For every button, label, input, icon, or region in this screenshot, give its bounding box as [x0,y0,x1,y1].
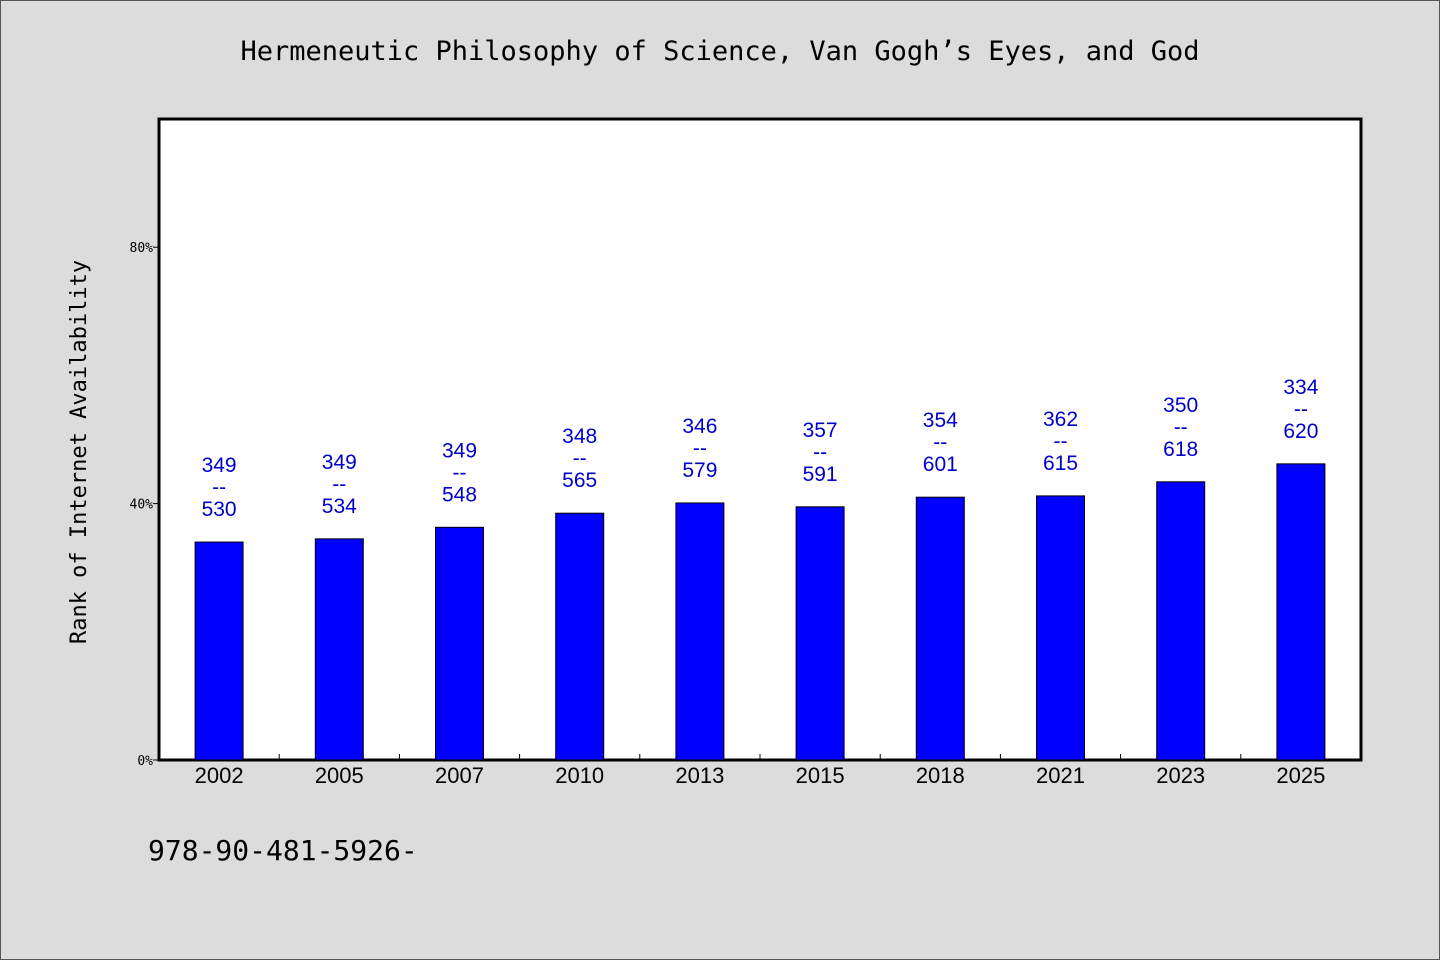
bar-2002 [194,541,244,761]
bar-label-2010-line-2: -- [573,447,587,470]
bar-label-2005-line-2: -- [332,473,346,496]
x-tick-label-2025: 2025 [1276,763,1325,788]
bar-label-2002-line-2: -- [212,476,226,499]
bars-group [194,463,1326,761]
bar-2005 [314,538,364,761]
bar-label-2005-line-1: 349 [322,451,357,474]
bar-label-2025-line-1: 334 [1283,376,1318,399]
bar-label-2010-line-1: 348 [562,425,597,448]
bar-label-2007-line-1: 349 [442,439,477,462]
x-tick-label-2007: 2007 [435,763,484,788]
bar-2021 [1036,495,1085,761]
x-tick-label-2013: 2013 [675,763,724,788]
bar-label-2013-line-1: 346 [682,415,717,438]
bar-label-2002-line-1: 349 [202,454,237,477]
bar-label-2021-line-2: -- [1054,430,1068,453]
bar-label-2005-line-3: 534 [322,495,357,518]
bar-label-2023-line-3: 618 [1163,438,1198,461]
bar-label-2021-line-1: 362 [1043,408,1078,431]
y-axis: 0% 40% 80% [130,241,159,769]
bar-label-2025-line-2: -- [1294,398,1308,421]
y-axis-label: Rank of Internet Availability [67,260,92,644]
y-tick-label-80: 80% [130,241,154,256]
bar-label-2018-line-3: 601 [923,453,958,476]
bar-2015 [795,506,845,761]
footer-code: 978-90-481-5926- [148,834,418,867]
y-tick-label-40: 40% [130,498,154,513]
bar-label-2021-line-3: 615 [1043,452,1078,475]
x-tick-label-2010: 2010 [555,763,604,788]
x-tick-label-2005: 2005 [315,763,364,788]
x-tick-label-2002: 2002 [195,763,244,788]
bar-2013 [675,502,725,761]
chart-title: Hermeneutic Philosophy of Science, Van G… [240,36,1200,67]
bar-label-2015-line-3: 591 [803,463,838,486]
x-tick-label-2021: 2021 [1036,763,1085,788]
bar-label-2007-line-2: -- [453,461,467,484]
bar-label-2023-line-1: 350 [1163,394,1198,417]
bar-2025 [1276,463,1326,761]
bar-label-2007-line-3: 548 [442,483,477,506]
bar-label-2013-line-3: 579 [682,459,717,482]
x-tick-label-2018: 2018 [916,763,965,788]
bar-label-2025-line-3: 620 [1283,420,1318,443]
bar-label-2015-line-2: -- [813,441,827,464]
bar-label-2010-line-3: 565 [562,469,597,492]
x-tick-label-2015: 2015 [796,763,845,788]
y-tick-label-0: 0% [137,754,153,769]
bar-label-2015-line-1: 357 [803,419,838,442]
bar-label-2002-line-3: 530 [202,498,237,521]
bar-2018 [915,496,965,761]
bar-labels-group: 349--530349--534349--548348--565346--579… [202,376,1319,521]
bar-label-2018-line-1: 354 [923,409,958,432]
x-axis: 2002 2005 2007 2010 2013 2015 2018 2021 2023 2025 [195,754,1325,788]
bar-label-2013-line-2: -- [693,437,707,460]
bar-2023 [1156,481,1206,761]
bar-label-2023-line-2: -- [1174,416,1188,439]
bar-2010 [555,512,605,761]
bar-2007 [435,526,484,761]
x-tick-label-2023: 2023 [1156,763,1205,788]
bar-label-2018-line-2: -- [933,431,947,454]
